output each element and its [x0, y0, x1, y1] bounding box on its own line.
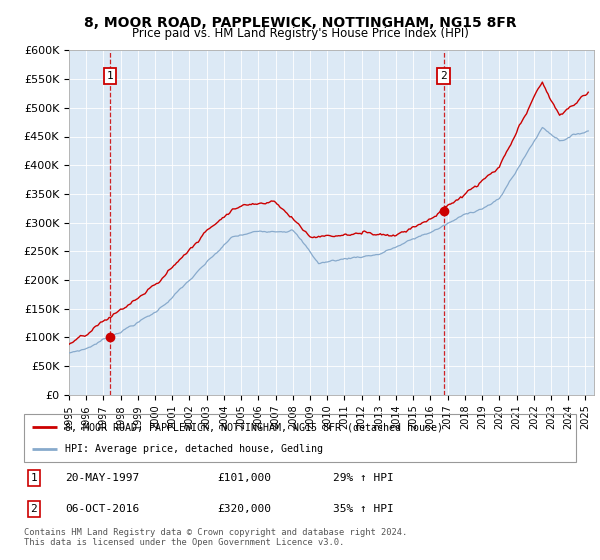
Text: 2: 2 — [440, 71, 447, 81]
Text: 06-OCT-2016: 06-OCT-2016 — [65, 504, 140, 514]
Text: 1: 1 — [31, 473, 37, 483]
Text: 8, MOOR ROAD, PAPPLEWICK, NOTTINGHAM, NG15 8FR: 8, MOOR ROAD, PAPPLEWICK, NOTTINGHAM, NG… — [83, 16, 517, 30]
Text: £320,000: £320,000 — [217, 504, 271, 514]
Text: 1: 1 — [107, 71, 113, 81]
Text: 8, MOOR ROAD, PAPPLEWICK, NOTTINGHAM, NG15 8FR (detached house): 8, MOOR ROAD, PAPPLEWICK, NOTTINGHAM, NG… — [65, 422, 443, 432]
Text: Price paid vs. HM Land Registry's House Price Index (HPI): Price paid vs. HM Land Registry's House … — [131, 27, 469, 40]
Text: Contains HM Land Registry data © Crown copyright and database right 2024.
This d: Contains HM Land Registry data © Crown c… — [24, 528, 407, 547]
Text: HPI: Average price, detached house, Gedling: HPI: Average price, detached house, Gedl… — [65, 444, 323, 454]
Text: 29% ↑ HPI: 29% ↑ HPI — [333, 473, 394, 483]
Text: £101,000: £101,000 — [217, 473, 271, 483]
Text: 20-MAY-1997: 20-MAY-1997 — [65, 473, 140, 483]
Text: 2: 2 — [31, 504, 37, 514]
Text: 35% ↑ HPI: 35% ↑ HPI — [333, 504, 394, 514]
